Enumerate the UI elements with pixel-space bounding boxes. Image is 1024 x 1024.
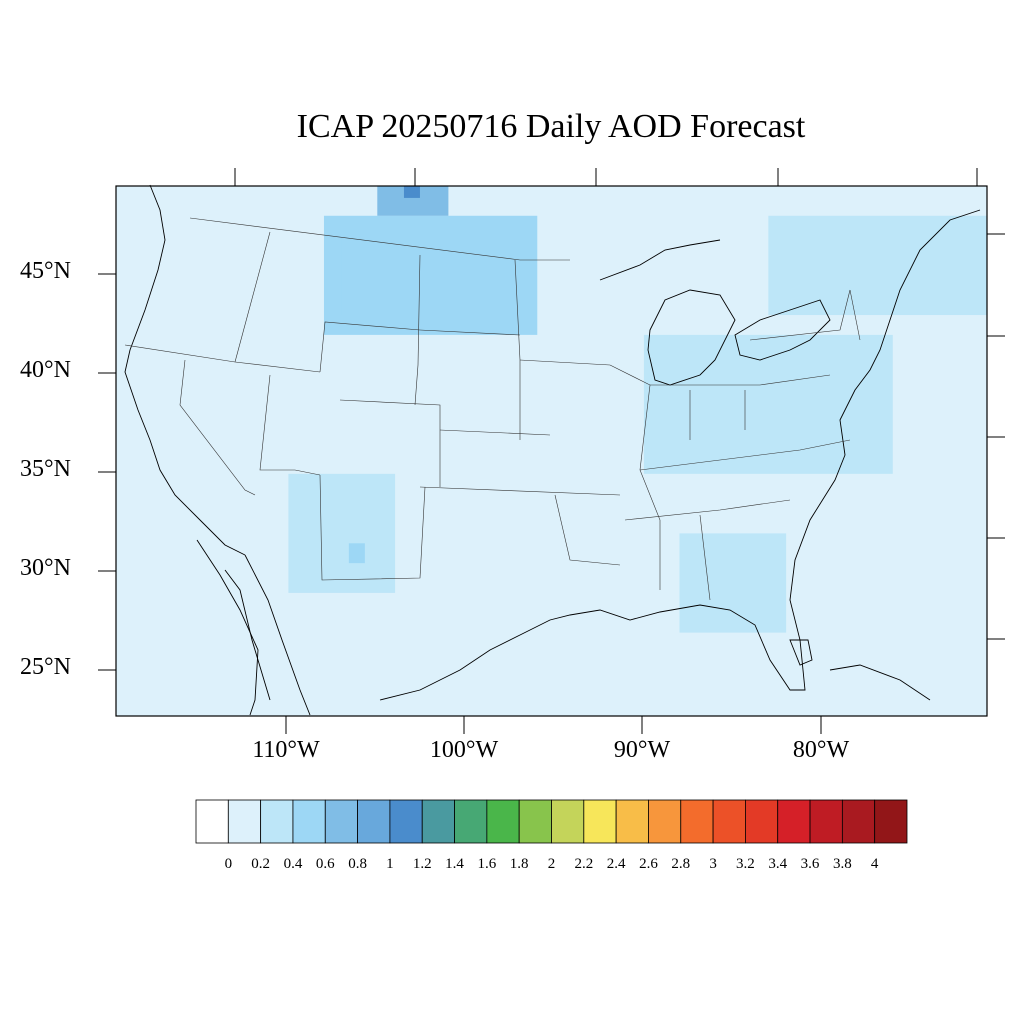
colorbar-swatch-18 bbox=[777, 799, 811, 844]
colorbar-swatch-2 bbox=[260, 799, 294, 844]
colorbar-swatch-10 bbox=[518, 799, 552, 844]
colorbar-label: 1.8 bbox=[509, 856, 529, 872]
colorbar-label: 2 bbox=[547, 856, 556, 872]
colorbar-swatch-6 bbox=[389, 799, 423, 844]
state-borders bbox=[124, 217, 861, 601]
colorbar-label: 0 bbox=[224, 856, 233, 872]
colorbar-swatch-0 bbox=[195, 799, 229, 844]
colorbar-label: 1.6 bbox=[477, 856, 497, 872]
colorbar-swatch-16 bbox=[712, 799, 746, 844]
colorbar-swatch-17 bbox=[745, 799, 779, 844]
colorbar-swatch-3 bbox=[292, 799, 326, 844]
colorbar-label: 0.4 bbox=[283, 856, 303, 872]
colorbar-swatch-9 bbox=[486, 799, 520, 844]
lat-label-40n: 40°N bbox=[20, 357, 71, 383]
colorbar-label: 0.2 bbox=[251, 856, 270, 872]
colorbar-label: 2.2 bbox=[574, 856, 594, 872]
aod-field bbox=[116, 186, 987, 716]
colorbar-swatch-15 bbox=[680, 799, 714, 844]
lat-label-25n: 25°N bbox=[20, 654, 71, 680]
map-title: ICAP 20250716 Daily AOD Forecast bbox=[296, 108, 806, 145]
lon-label-90w: 90°W bbox=[613, 737, 671, 763]
colorbar-label: 2.6 bbox=[639, 856, 658, 872]
aod-cell-4 bbox=[403, 186, 420, 198]
coastlines bbox=[124, 184, 981, 716]
colorbar-swatch-5 bbox=[357, 799, 391, 844]
colorbar-swatch-7 bbox=[421, 799, 455, 844]
colorbar-swatch-4 bbox=[324, 799, 358, 844]
colorbar-label: 3 bbox=[709, 856, 717, 872]
colorbar-swatch-8 bbox=[454, 799, 488, 844]
aod-cell-5 bbox=[288, 473, 396, 593]
colorbar-label: 1.4 bbox=[445, 856, 464, 872]
aod-cell-6 bbox=[348, 543, 365, 564]
aod-cell-2 bbox=[341, 235, 502, 316]
colorbar-label: 3.8 bbox=[832, 856, 852, 872]
ticks bbox=[98, 168, 1005, 734]
colorbar-label: 3.4 bbox=[768, 856, 788, 872]
colorbar bbox=[195, 799, 908, 844]
colorbar-swatch-13 bbox=[615, 799, 649, 844]
aod-cell-7 bbox=[643, 334, 893, 474]
map-frame bbox=[115, 185, 988, 717]
colorbar-label: 0.8 bbox=[348, 856, 367, 872]
aod-cell-8 bbox=[679, 533, 787, 633]
colorbar-label: 4 bbox=[870, 856, 879, 872]
colorbar-swatch-12 bbox=[583, 799, 617, 844]
lat-label-45n: 45°N bbox=[20, 258, 71, 284]
lat-label-30n: 30°N bbox=[20, 555, 71, 581]
colorbar-label: 1.2 bbox=[412, 856, 432, 872]
lon-label-100w: 100°W bbox=[429, 737, 499, 763]
colorbar-swatch-21 bbox=[874, 799, 908, 844]
colorbar-label: 2.4 bbox=[606, 856, 626, 872]
colorbar-swatch-11 bbox=[551, 799, 585, 844]
colorbar-swatch-20 bbox=[841, 799, 876, 844]
colorbar-label: 2.8 bbox=[671, 856, 691, 872]
colorbar-swatch-14 bbox=[648, 799, 682, 844]
colorbar-swatch-1 bbox=[227, 799, 262, 844]
lat-label-35n: 35°N bbox=[20, 456, 71, 482]
colorbar-label: 1 bbox=[386, 856, 394, 872]
lon-label-80w: 80°W bbox=[792, 737, 850, 763]
colorbar-label: 0.6 bbox=[315, 856, 335, 872]
colorbar-label: 3.2 bbox=[736, 856, 755, 872]
colorbar-swatch-19 bbox=[809, 799, 843, 844]
colorbar-label: 3.6 bbox=[800, 856, 820, 872]
lon-label-110w: 110°W bbox=[252, 737, 320, 763]
aod-cell-9 bbox=[768, 215, 987, 316]
